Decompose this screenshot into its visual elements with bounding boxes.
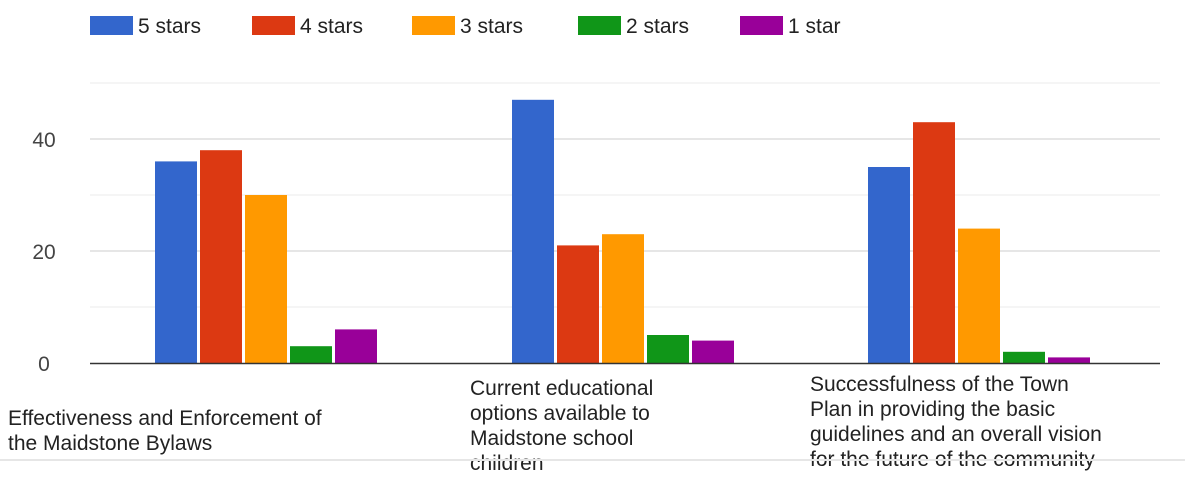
category-label-2-line: Plan in providing the basic — [810, 398, 1056, 421]
y-tick-label: 40 — [32, 129, 55, 152]
category-label-1: Current educational options available to… — [470, 376, 653, 476]
bar — [913, 122, 955, 363]
bar — [155, 161, 197, 363]
legend-label: 1 star — [788, 15, 841, 38]
legend-label: 2 stars — [626, 15, 689, 38]
category-label-1-line: children — [470, 452, 544, 475]
y-tick-label: 20 — [32, 241, 55, 264]
bar — [958, 228, 1000, 363]
category-label-2: Successfulness of the Town Plan in provi… — [810, 372, 1102, 472]
category-label-2-line: Successfulness of the Town — [810, 373, 1069, 396]
category-label-1-line: options available to — [470, 402, 650, 425]
category-label-2-line: guidelines and an overall vision — [810, 423, 1102, 446]
bar — [868, 167, 910, 363]
legend-swatch — [412, 16, 455, 35]
bar — [290, 346, 332, 363]
legend-swatch — [252, 16, 295, 35]
bottom-divider — [0, 459, 1185, 461]
legend-label: 3 stars — [460, 15, 523, 38]
y-tick-label: 0 — [38, 353, 50, 376]
category-label-0: Effectiveness and Enforcement of the Mai… — [8, 406, 322, 456]
bar — [245, 195, 287, 363]
category-label-0-line: Effectiveness and Enforcement of — [8, 407, 322, 430]
category-label-0-line: the Maidstone Bylaws — [8, 432, 213, 455]
bar — [602, 234, 644, 363]
category-label-1-line: Maidstone school — [470, 427, 634, 450]
bar — [512, 99, 554, 364]
bar — [1048, 357, 1090, 363]
bar — [692, 340, 734, 363]
legend-label: 5 stars — [138, 15, 201, 38]
bar — [335, 329, 377, 363]
bar — [1003, 351, 1045, 363]
bar — [200, 150, 242, 363]
legend-swatch — [90, 16, 133, 35]
bar — [557, 245, 599, 363]
legend-swatch — [740, 16, 783, 35]
bar — [647, 335, 689, 363]
category-label-1-line: Current educational — [470, 377, 654, 400]
legend-swatch — [578, 16, 621, 35]
legend-label: 4 stars — [300, 15, 363, 38]
